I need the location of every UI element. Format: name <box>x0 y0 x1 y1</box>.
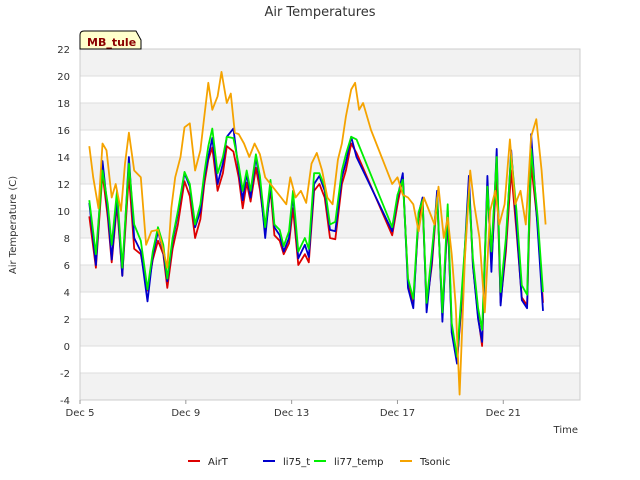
y-tick-label: 20 <box>57 72 70 83</box>
x-tick-label: Dec 5 <box>66 408 95 419</box>
y-tick-label: -2 <box>60 369 70 380</box>
x-tick-label: Dec 17 <box>380 408 415 419</box>
x-tick-label: Dec 21 <box>486 408 521 419</box>
plot-band <box>80 319 580 346</box>
y-tick-label: 2 <box>64 315 70 326</box>
legend-label: li75_t <box>283 457 310 468</box>
plot-band <box>80 103 580 130</box>
y-tick-label: 12 <box>57 180 70 191</box>
x-axis-ticks: Dec 5 Dec 9 Dec 13 Dec 17 Dec 21 <box>66 400 521 419</box>
y-axis-label: Air Temperature (C) <box>8 176 19 274</box>
y-tick-label: 16 <box>57 126 70 137</box>
legend-item: AirT <box>188 457 229 468</box>
y-tick-label: 18 <box>57 99 70 110</box>
y-tick-label: 4 <box>64 288 70 299</box>
y-tick-label: -4 <box>60 396 70 407</box>
legend-item: Tsonic <box>400 457 450 468</box>
legend-label: AirT <box>208 457 229 468</box>
badge-box <box>79 30 142 50</box>
series-line-tsonic <box>88 71 547 396</box>
y-axis-ticks: -4 -2 0 2 4 6 8 10 12 14 16 18 20 22 <box>57 45 70 407</box>
plot-frame <box>79 48 581 401</box>
y-tick-label: 8 <box>64 234 70 245</box>
legend: AirT li75_t li77_temp Tsonic <box>188 457 450 468</box>
legend-label: Tsonic <box>419 457 450 468</box>
y-tick-label: 14 <box>57 153 70 164</box>
y-tick-label: 10 <box>57 207 70 218</box>
series-lines <box>88 71 547 396</box>
y-tick-label: 22 <box>57 45 70 56</box>
plot-band <box>80 157 580 184</box>
x-tick-label: Dec 13 <box>274 408 309 419</box>
legend-item: li75_t <box>263 457 310 468</box>
plot-band <box>80 49 580 76</box>
series-line-li77-temp <box>88 127 544 358</box>
plot-band <box>80 373 580 400</box>
plot-band <box>80 265 580 292</box>
chart-title: Air Temperatures <box>264 5 375 20</box>
x-tick-label: Dec 9 <box>171 408 200 419</box>
legend-item: li77_temp <box>314 457 383 468</box>
y-tick-label: 6 <box>64 261 70 272</box>
badge-label: MB_tule <box>87 36 136 49</box>
legend-label: li77_temp <box>334 457 383 468</box>
station-badge: MB_tule <box>79 30 142 50</box>
y-tick-label: 0 <box>64 342 70 353</box>
x-axis-label: Time <box>553 425 578 436</box>
